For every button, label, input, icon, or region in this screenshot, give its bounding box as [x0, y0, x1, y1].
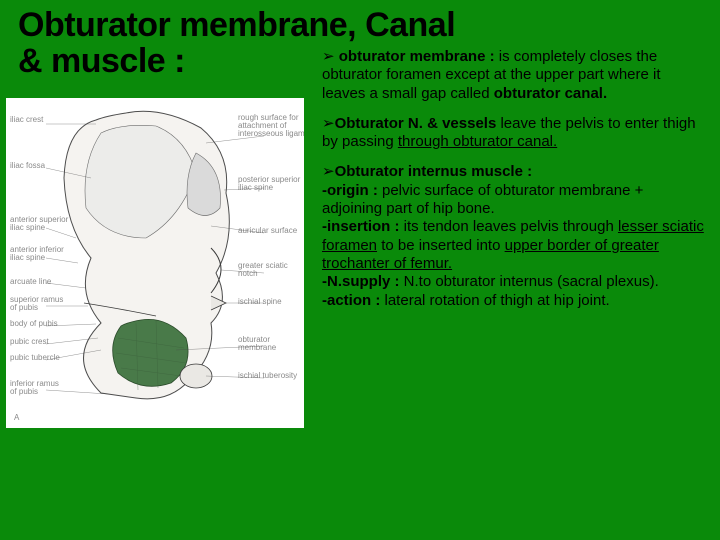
para-membrane: ➢ obturator membrane : is completely clo…: [322, 48, 704, 103]
title-line-1: Obturator membrane, Canal: [18, 8, 702, 44]
para-internus-heading: ➢Obturator internus muscle :: [322, 163, 704, 181]
lbl-arcuate: arcuate line: [10, 277, 52, 286]
para-insertion: -insertion : its tendon leaves pelvis th…: [322, 218, 704, 273]
para-action: -action : lateral rotation of thigh at h…: [322, 292, 704, 310]
hip-bone-diagram: iliac crest iliac fossa anterior superio…: [6, 98, 304, 428]
svg-text:membrane: membrane: [238, 343, 277, 352]
para-origin: -origin : pelvic surface of obturator me…: [322, 182, 704, 219]
lbl-ischial-tuberosity: ischial tuberosity: [238, 371, 297, 380]
svg-text:of pubis: of pubis: [10, 387, 38, 396]
svg-text:iliac spine: iliac spine: [10, 253, 46, 262]
hip-bone-svg: iliac crest iliac fossa anterior superio…: [6, 98, 304, 428]
lbl-auricular: auricular surface: [238, 226, 298, 235]
lbl-iliac-crest: iliac crest: [10, 115, 44, 124]
slide: Obturator membrane, Canal & muscle : ➢ o…: [0, 0, 720, 540]
lbl-pubic-crest: pubic crest: [10, 337, 49, 346]
svg-text:iliac spine: iliac spine: [10, 223, 46, 232]
lbl-panel-a: A: [14, 413, 20, 422]
title-line-2: & muscle :: [18, 44, 185, 80]
svg-text:notch: notch: [238, 269, 258, 278]
para-nerve-vessels: ➢Obturator N. & vessels leave the pelvis…: [322, 115, 704, 152]
svg-text:iliac spine: iliac spine: [238, 183, 274, 192]
lbl-ischial-spine: ischial spine: [238, 297, 282, 306]
svg-text:of pubis: of pubis: [10, 303, 38, 312]
lbl-pubic-tubercle: pubic tubercle: [10, 353, 60, 362]
bullet-icon: ➢: [322, 48, 335, 65]
lbl-iliac-fossa: iliac fossa: [10, 161, 46, 170]
body-text: ➢ obturator membrane : is completely clo…: [322, 48, 704, 310]
para-nsupply: -N.supply : N.to obturator internus (sac…: [322, 273, 704, 291]
lbl-body-pubis: body of pubis: [10, 319, 58, 328]
bullet-icon: ➢: [322, 115, 335, 132]
bullet-icon: ➢: [322, 163, 335, 180]
svg-text:interosseous ligament: interosseous ligament: [238, 129, 304, 138]
